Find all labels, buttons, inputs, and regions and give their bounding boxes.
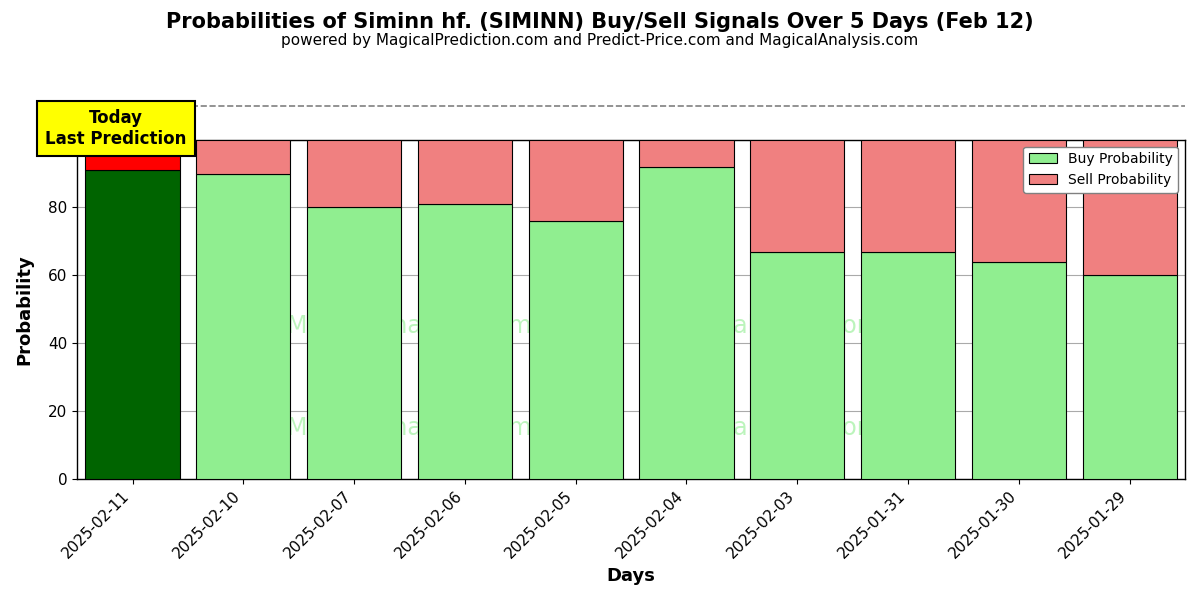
Bar	[307, 140, 401, 208]
Bar	[750, 140, 845, 251]
Bar	[640, 140, 733, 167]
Text: MagicalPrediction.com: MagicalPrediction.com	[665, 314, 930, 338]
Legend: Buy Probability, Sell Probability: Buy Probability, Sell Probability	[1024, 146, 1178, 193]
Bar	[85, 170, 180, 479]
Bar	[197, 140, 290, 173]
Bar	[418, 140, 512, 204]
X-axis label: Days: Days	[607, 567, 655, 585]
Bar	[529, 140, 623, 221]
Y-axis label: Probability: Probability	[14, 254, 32, 365]
Bar	[860, 251, 955, 479]
Bar	[860, 140, 955, 251]
Text: powered by MagicalPrediction.com and Predict-Price.com and MagicalAnalysis.com: powered by MagicalPrediction.com and Pre…	[281, 33, 919, 48]
Text: Today
Last Prediction: Today Last Prediction	[46, 109, 187, 148]
Bar	[972, 140, 1066, 262]
Text: MagicalPrediction.com: MagicalPrediction.com	[665, 416, 930, 440]
Text: MagicalAnalysis.com: MagicalAnalysis.com	[287, 416, 533, 440]
Bar	[529, 221, 623, 479]
Bar	[1082, 140, 1177, 275]
Bar	[307, 208, 401, 479]
Bar	[1082, 275, 1177, 479]
Bar	[640, 167, 733, 479]
Bar	[197, 173, 290, 479]
Bar	[750, 251, 845, 479]
Bar	[85, 140, 180, 170]
Bar	[972, 262, 1066, 479]
Text: MagicalAnalysis.com: MagicalAnalysis.com	[287, 314, 533, 338]
Text: Probabilities of Siminn hf. (SIMINN) Buy/Sell Signals Over 5 Days (Feb 12): Probabilities of Siminn hf. (SIMINN) Buy…	[166, 12, 1034, 32]
Bar	[418, 204, 512, 479]
